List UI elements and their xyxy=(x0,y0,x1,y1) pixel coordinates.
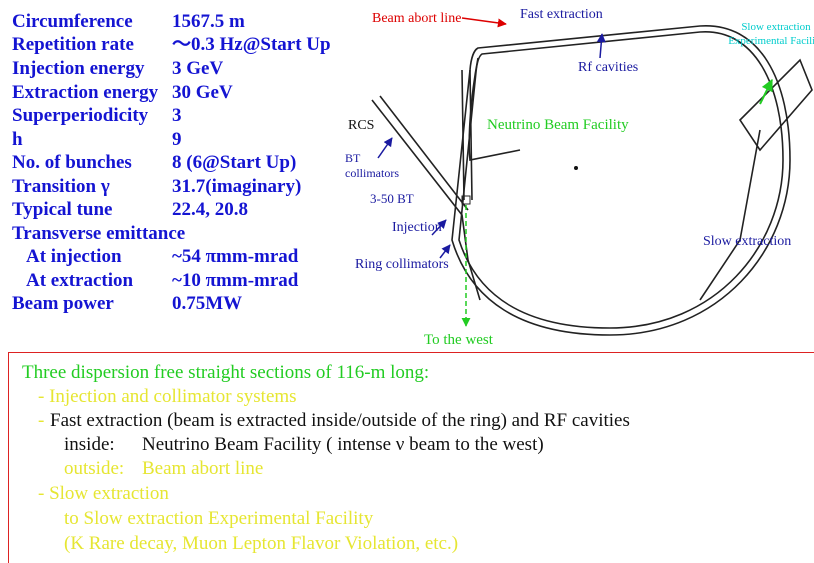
col-arrow xyxy=(439,244,451,259)
label: collimators xyxy=(345,166,399,180)
label: Beam abort line xyxy=(372,11,461,26)
note-label: inside: xyxy=(64,434,115,455)
slow-arrow xyxy=(759,78,773,105)
param-value: 30 GeV xyxy=(172,82,233,103)
param-label: At injection xyxy=(26,246,122,267)
label: Injection xyxy=(392,220,442,235)
param-value: 9 xyxy=(172,129,182,150)
target xyxy=(461,195,471,205)
param-label: Injection energy xyxy=(12,58,145,79)
param-value: 22.4, 20.8 xyxy=(172,199,248,220)
param-label: Repetition rate xyxy=(12,34,134,55)
note-text: Beam abort line xyxy=(142,458,264,479)
label: RCS xyxy=(348,118,374,133)
note-label: outside: xyxy=(64,458,125,479)
label: BT xyxy=(345,151,361,165)
param-value: ～0.3 Hz@Start Up xyxy=(172,34,331,55)
param-value: ~10 πmm-mrad xyxy=(172,270,299,291)
param-label: Transition γ xyxy=(12,176,110,197)
param-label: Extraction energy xyxy=(12,82,159,103)
param-value: ~54 πmm-mrad xyxy=(172,246,299,267)
param-value: 31.7(imaginary) xyxy=(172,176,302,197)
param-label: Transverse emittance xyxy=(12,223,186,244)
param-label: Typical tune xyxy=(12,199,113,220)
param-value: 3 GeV xyxy=(172,58,224,79)
label: Fast extraction xyxy=(520,7,603,22)
inj-arrow xyxy=(431,219,447,236)
note-text: Neutrino Beam Facility ( intense ν beam … xyxy=(142,434,544,455)
label: Rf cavities xyxy=(578,60,638,75)
rf-arrow xyxy=(596,33,606,59)
label: Neutrino Beam Facility xyxy=(487,117,629,133)
param-label: h xyxy=(12,129,23,150)
param-value: 0.75MW xyxy=(172,293,243,314)
label: Ring collimators xyxy=(355,257,449,272)
notes-box xyxy=(8,352,814,563)
ring-center xyxy=(574,166,578,170)
note-text: to Slow extraction Experimental Facility xyxy=(64,508,374,529)
param-value: 1567.5 m xyxy=(172,11,245,32)
param-label: Superperiodicity xyxy=(12,105,149,126)
note-bullet: - xyxy=(38,410,45,431)
label: Experimental Facility xyxy=(728,35,814,47)
param-value: 8 (6@Start Up) xyxy=(172,152,297,173)
param-label: Circumference xyxy=(12,11,133,32)
note-item: Fast extraction (beam is extracted insid… xyxy=(50,410,630,431)
note-item: - Injection and collimator systems xyxy=(38,386,297,407)
note-text: (K Rare decay, Muon Lepton Flavor Violat… xyxy=(64,533,459,554)
label: Slow extraction xyxy=(703,234,791,249)
abort-arrow xyxy=(461,17,507,28)
param-label: Beam power xyxy=(12,293,114,314)
note-heading: Three dispersion free straight sections … xyxy=(22,362,430,383)
bt-arrow xyxy=(377,137,393,159)
label: To the west xyxy=(424,332,494,348)
note-item: - Slow extraction xyxy=(38,483,169,504)
label: 3-50 BT xyxy=(370,191,414,206)
param-label: No. of bunches xyxy=(12,152,132,173)
label: Slow extraction xyxy=(741,21,811,33)
param-value: 3 xyxy=(172,105,182,126)
param-label: At extraction xyxy=(26,270,134,291)
ring-diagram: Beam abort line Fast extraction Rf cavit… xyxy=(345,7,814,348)
